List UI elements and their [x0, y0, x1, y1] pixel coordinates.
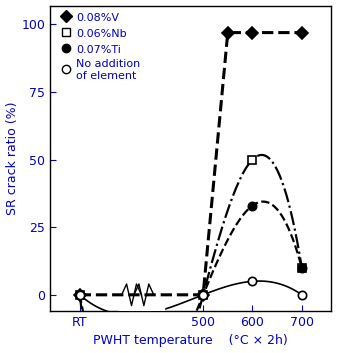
X-axis label: PWHT temperature    (°C × 2h): PWHT temperature (°C × 2h): [93, 334, 288, 347]
Legend: 0.08%V, 0.06%Nb, 0.07%Ti, No addition
of element: 0.08%V, 0.06%Nb, 0.07%Ti, No addition of…: [58, 8, 144, 84]
Y-axis label: SR crack ratio (%): SR crack ratio (%): [5, 102, 19, 215]
Bar: [119, 303, 163, 311]
